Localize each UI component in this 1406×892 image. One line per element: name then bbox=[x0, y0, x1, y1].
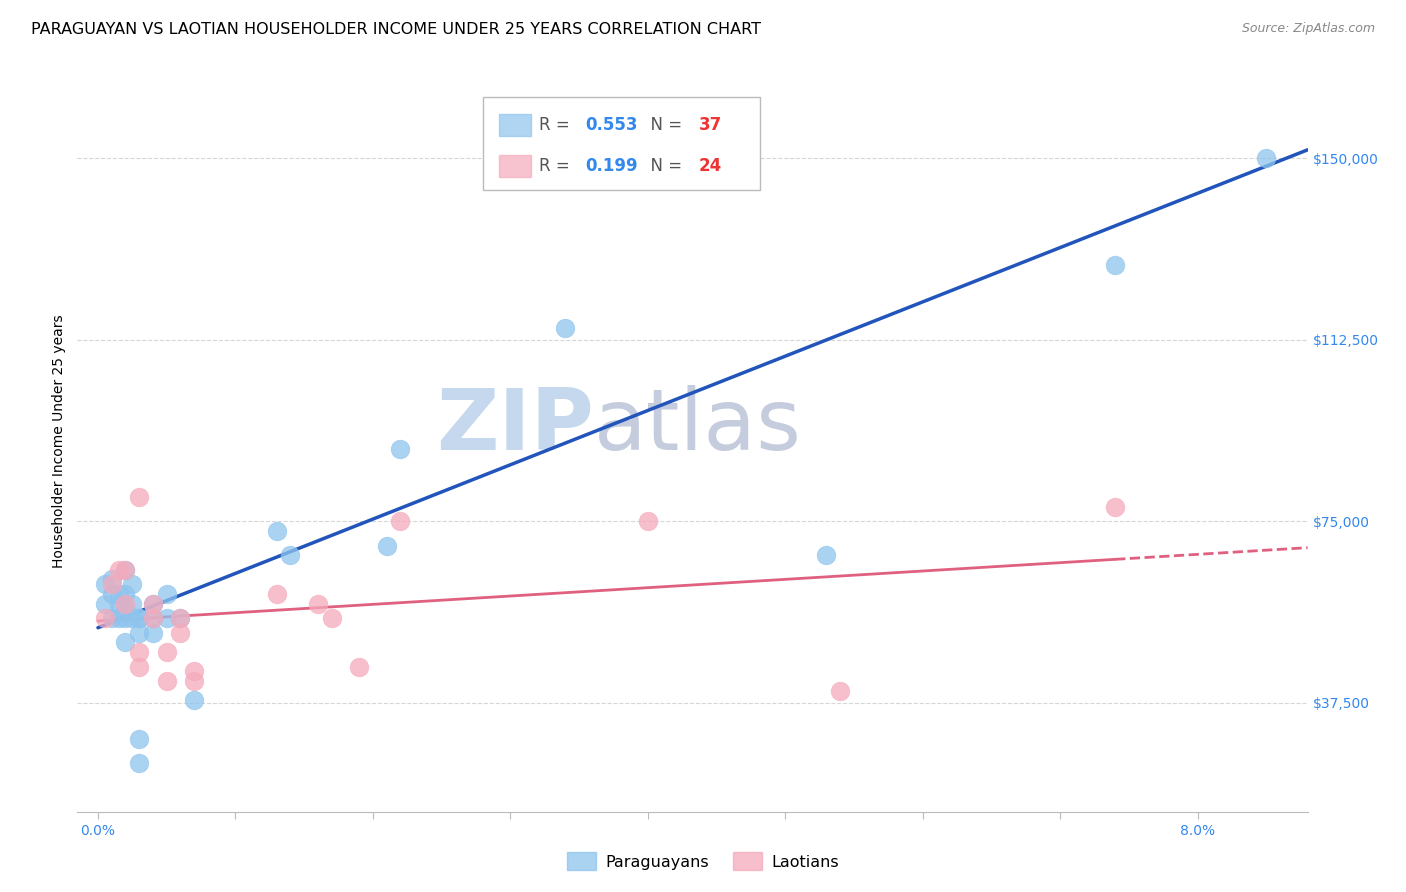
Point bbox=[107, 597, 129, 611]
Y-axis label: Householder Income Under 25 years: Householder Income Under 25 years bbox=[52, 315, 66, 568]
FancyBboxPatch shape bbox=[499, 155, 531, 177]
Point bbox=[100, 573, 122, 587]
Point bbox=[128, 611, 150, 625]
Point bbox=[142, 597, 165, 611]
Text: PARAGUAYAN VS LAOTIAN HOUSEHOLDER INCOME UNDER 25 YEARS CORRELATION CHART: PARAGUAYAN VS LAOTIAN HOUSEHOLDER INCOME… bbox=[31, 22, 761, 37]
FancyBboxPatch shape bbox=[484, 97, 761, 190]
Point bbox=[114, 563, 136, 577]
Point bbox=[107, 587, 129, 601]
Point bbox=[307, 597, 329, 611]
Point bbox=[100, 587, 122, 601]
Point bbox=[142, 611, 165, 625]
Point bbox=[169, 625, 191, 640]
Text: 24: 24 bbox=[699, 157, 721, 175]
Point bbox=[142, 611, 165, 625]
Text: ZIP: ZIP bbox=[436, 385, 595, 468]
Point bbox=[94, 611, 117, 625]
Point bbox=[114, 597, 136, 611]
Point bbox=[156, 645, 179, 659]
Point bbox=[100, 577, 122, 591]
Point bbox=[183, 674, 205, 689]
Point bbox=[114, 601, 136, 615]
Point bbox=[114, 611, 136, 625]
Point bbox=[156, 587, 179, 601]
Point bbox=[128, 732, 150, 747]
Point bbox=[183, 693, 205, 707]
Point bbox=[815, 548, 838, 562]
Point bbox=[107, 611, 129, 625]
Text: 0.553: 0.553 bbox=[585, 116, 638, 134]
Point bbox=[1104, 500, 1126, 514]
Point bbox=[169, 611, 191, 625]
Point bbox=[142, 625, 165, 640]
Point bbox=[128, 756, 150, 771]
Point bbox=[389, 515, 412, 529]
Point bbox=[128, 659, 150, 673]
Point bbox=[1256, 152, 1278, 166]
Text: 0.199: 0.199 bbox=[585, 157, 638, 175]
Point bbox=[114, 587, 136, 601]
Point bbox=[321, 611, 343, 625]
Point bbox=[183, 665, 205, 679]
Point bbox=[114, 563, 136, 577]
Point bbox=[266, 587, 288, 601]
Text: N =: N = bbox=[640, 157, 688, 175]
Point bbox=[637, 515, 659, 529]
Point bbox=[128, 625, 150, 640]
Text: Source: ZipAtlas.com: Source: ZipAtlas.com bbox=[1241, 22, 1375, 36]
Point bbox=[94, 577, 117, 591]
Text: R =: R = bbox=[538, 116, 575, 134]
Point bbox=[389, 442, 412, 456]
Point bbox=[94, 597, 117, 611]
Point bbox=[554, 128, 576, 142]
FancyBboxPatch shape bbox=[499, 114, 531, 136]
Text: R =: R = bbox=[538, 157, 575, 175]
Point bbox=[347, 659, 370, 673]
Text: N =: N = bbox=[640, 116, 688, 134]
Point bbox=[128, 490, 150, 504]
Point bbox=[280, 548, 302, 562]
Point bbox=[107, 563, 129, 577]
Point bbox=[375, 539, 398, 553]
Text: atlas: atlas bbox=[595, 385, 801, 468]
Point bbox=[128, 645, 150, 659]
Point bbox=[156, 611, 179, 625]
Point bbox=[554, 321, 576, 335]
Point bbox=[121, 597, 143, 611]
Point bbox=[128, 611, 150, 625]
Point bbox=[142, 597, 165, 611]
Point bbox=[121, 611, 143, 625]
Point bbox=[1104, 258, 1126, 272]
Point bbox=[156, 674, 179, 689]
Point bbox=[169, 611, 191, 625]
Text: 37: 37 bbox=[699, 116, 721, 134]
Legend: Paraguayans, Laotians: Paraguayans, Laotians bbox=[561, 846, 845, 877]
Point bbox=[121, 577, 143, 591]
Point bbox=[100, 611, 122, 625]
Point bbox=[266, 524, 288, 538]
Point bbox=[830, 683, 852, 698]
Point bbox=[114, 635, 136, 649]
